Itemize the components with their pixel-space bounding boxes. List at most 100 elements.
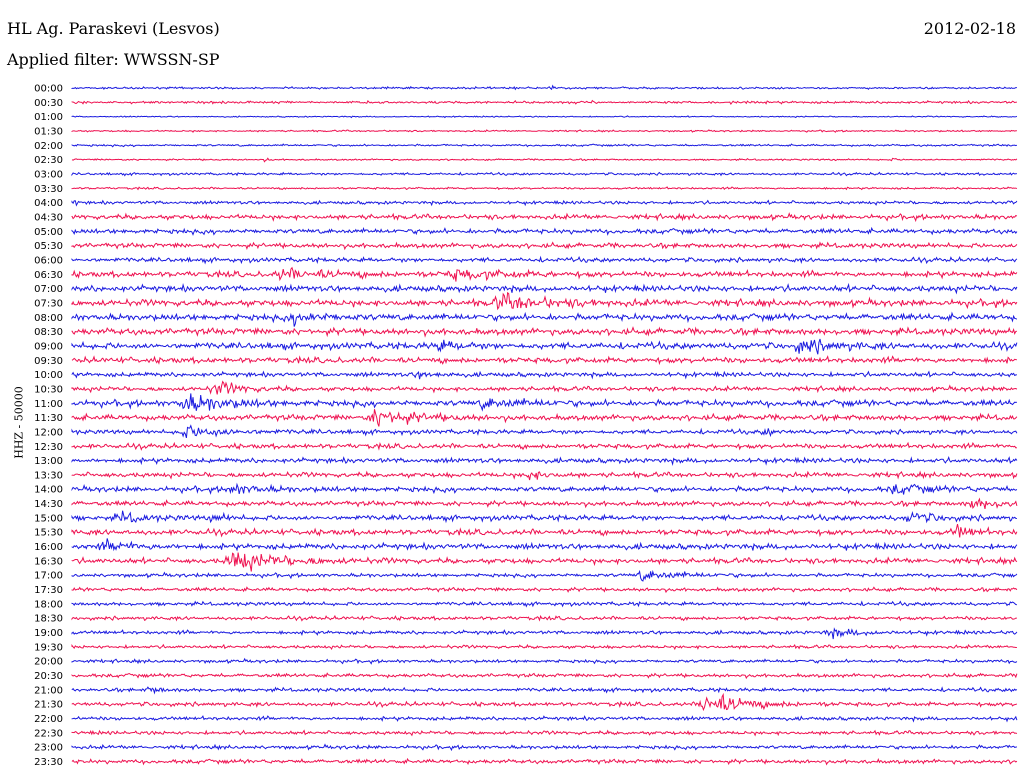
trace-0000 (71, 84, 1017, 91)
trace-1300 (71, 456, 1018, 466)
trace-1730 (71, 586, 1018, 594)
trace-0030 (71, 99, 1017, 106)
trace-2330 (71, 757, 1018, 766)
trace-1700 (71, 569, 1018, 582)
tick-label: 01:30 (34, 126, 63, 137)
trace-1030 (71, 380, 1018, 395)
trace-0700 (71, 282, 1018, 295)
tick-label: 09:30 (34, 356, 63, 367)
tick-label: 23:00 (34, 743, 63, 754)
tick-label: 09:00 (34, 341, 63, 352)
trace-1230 (71, 441, 1017, 451)
tick-label: 08:00 (34, 313, 63, 324)
tick-label: 20:00 (34, 657, 63, 668)
trace-0630 (71, 266, 1018, 282)
tick-label: 10:00 (34, 370, 63, 381)
tick-label: 10:30 (34, 384, 63, 395)
trace-1000 (71, 370, 1017, 380)
trace-1330 (71, 470, 1018, 481)
trace-1430 (71, 497, 1018, 510)
tick-label: 19:00 (34, 628, 63, 639)
trace-2200 (71, 715, 1018, 723)
trace-0200 (71, 143, 1018, 148)
tick-label: 03:00 (34, 169, 63, 180)
tick-label: 21:00 (34, 685, 63, 696)
tick-label: 07:00 (34, 284, 63, 295)
tick-label: 05:30 (34, 241, 63, 252)
tick-label: 08:30 (34, 327, 63, 338)
tick-label: 16:30 (34, 556, 63, 567)
trace-1130 (71, 409, 1018, 427)
trace-1900 (71, 627, 1018, 640)
trace-1800 (71, 600, 1018, 608)
trace-0130 (71, 129, 1017, 133)
tick-label: 17:30 (34, 585, 63, 596)
trace-0230 (71, 157, 1018, 163)
tick-label: 20:30 (34, 671, 63, 682)
trace-2030 (71, 672, 1018, 680)
tick-label: 11:00 (34, 399, 63, 410)
tick-label: 06:00 (34, 255, 63, 266)
tick-label: 06:30 (34, 270, 63, 281)
trace-1500 (71, 510, 1017, 524)
tick-label: 18:30 (34, 614, 63, 625)
trace-0600 (71, 255, 1018, 265)
tick-label: 13:00 (34, 456, 63, 467)
trace-2000 (71, 657, 1018, 665)
tick-label: 11:30 (34, 413, 63, 424)
trace-1930 (71, 643, 1017, 651)
time-tick-labels: 00:00 00:30 01:00 01:30 02:00 02:30 03:00 03:30… (34, 84, 63, 769)
tick-label: 05:00 (34, 227, 63, 238)
trace-1400 (71, 482, 1018, 495)
trace-0900 (71, 338, 1018, 355)
trace-0100 (71, 115, 1018, 119)
date-label: 2012-02-18 (923, 19, 1016, 38)
tick-label: 13:30 (34, 470, 63, 481)
trace-0430 (71, 212, 1018, 223)
tick-label: 16:00 (34, 542, 63, 553)
tick-label: 01:00 (34, 112, 63, 123)
tick-label: 12:30 (34, 442, 63, 453)
tick-label: 00:00 (34, 84, 63, 95)
trace-2230 (71, 729, 1018, 737)
trace-0800 (71, 311, 1018, 327)
tick-label: 02:00 (34, 141, 63, 152)
trace-2130 (71, 692, 1018, 712)
trace-0830 (71, 326, 1017, 338)
tick-label: 22:30 (34, 728, 63, 739)
trace-0300 (71, 171, 1017, 177)
tick-label: 23:30 (34, 757, 63, 768)
trace-2300 (71, 743, 1017, 752)
filter-label: Applied filter: WWSSN-SP (7, 50, 220, 69)
tick-label: 12:00 (34, 427, 63, 438)
trace-0330 (71, 186, 1018, 191)
seismic-traces (71, 84, 1018, 766)
tick-label: 04:00 (34, 198, 63, 209)
tick-label: 14:00 (34, 485, 63, 496)
trace-1100 (71, 393, 1017, 412)
trace-0400 (71, 199, 1018, 207)
tick-label: 02:30 (34, 155, 63, 166)
trace-0530 (71, 241, 1018, 251)
trace-1630 (71, 552, 1018, 572)
tick-label: 14:30 (34, 499, 63, 510)
tick-label: 04:30 (34, 212, 63, 223)
tick-label: 15:00 (34, 513, 63, 524)
trace-1830 (71, 614, 1017, 622)
trace-0930 (71, 355, 1017, 366)
trace-1200 (71, 424, 1018, 439)
trace-1530 (71, 523, 1018, 538)
tick-label: 00:30 (34, 98, 63, 109)
trace-2100 (71, 686, 1018, 695)
station-title: HL Ag. Paraskevi (Lesvos) (7, 19, 220, 38)
trace-0730 (71, 291, 1018, 311)
trace-1600 (71, 538, 1018, 552)
tick-label: 03:30 (34, 184, 63, 195)
tick-label: 22:00 (34, 714, 63, 725)
tick-label: 07:30 (34, 298, 63, 309)
trace-0500 (71, 226, 1018, 236)
tick-label: 21:30 (34, 700, 63, 711)
tick-label: 17:00 (34, 571, 63, 582)
tick-label: 18:00 (34, 599, 63, 610)
